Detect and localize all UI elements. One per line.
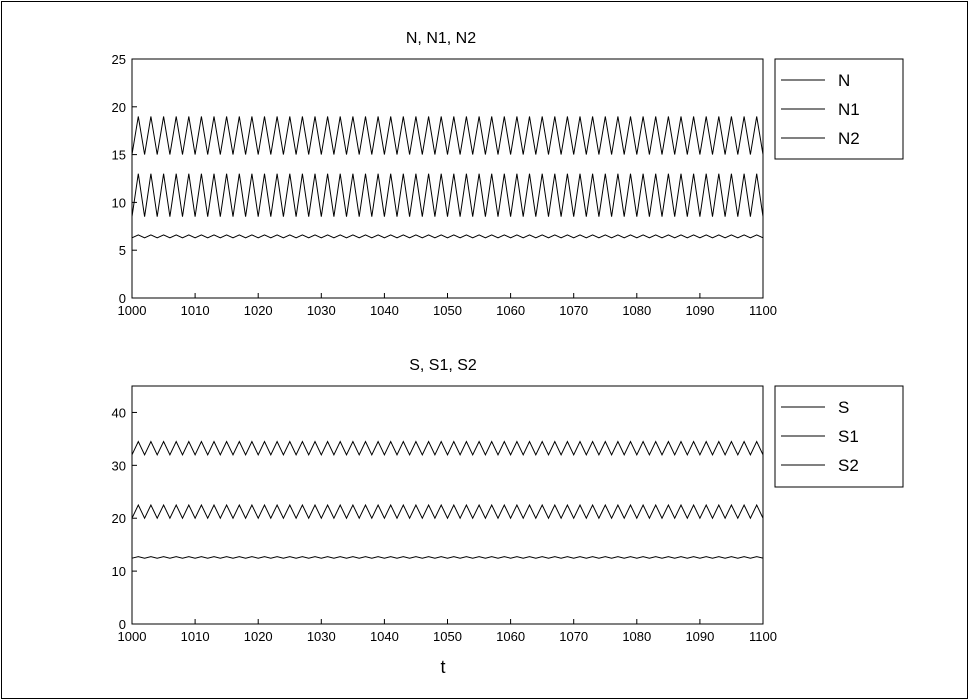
top-legend-box <box>774 58 904 160</box>
bottom-x-tick-label: 1080 <box>622 629 651 644</box>
bottom-y-tick-label: 40 <box>112 405 126 420</box>
bottom-x-tick-label: 1090 <box>685 629 714 644</box>
top-series-n1 <box>131 116 764 155</box>
legend-label-s1: S1 <box>838 427 859 446</box>
bottom-y-tick-label: 30 <box>112 458 126 473</box>
top-plot-panel: N, N1, N2 0 5 10 15 20 25 1000 1010 1020 1030 104… <box>112 30 904 318</box>
top-plot-axes-box <box>131 58 764 299</box>
bottom-y-tick-label: 10 <box>112 564 126 579</box>
bottom-x-tick-label: 1030 <box>307 629 336 644</box>
bottom-legend-box <box>774 385 904 488</box>
bottom-series-s2 <box>131 556 764 559</box>
bottom-x-tick-label: 1010 <box>181 629 210 644</box>
bottom-x-ticks: 1000 1010 1020 1030 1040 1050 1060 1070 1080 1090… <box>118 619 777 644</box>
bottom-x-tick-label: 1020 <box>244 629 273 644</box>
bottom-series-lines <box>131 440 764 559</box>
top-x-tick-label: 1000 <box>118 303 147 318</box>
bottom-y-tick-label: 0 <box>119 617 126 632</box>
bottom-x-tick-label: 1000 <box>118 629 147 644</box>
legend-label-n2: N2 <box>838 129 860 148</box>
top-x-tick-label: 1040 <box>370 303 399 318</box>
top-y-ticks: 0 5 10 15 20 25 <box>112 52 137 306</box>
top-series-n2 <box>131 173 764 217</box>
top-x-tick-label: 1030 <box>307 303 336 318</box>
legend-label-n: N <box>838 71 850 90</box>
top-x-tick-label: 1050 <box>433 303 462 318</box>
top-chart-title: N, N1, N2 <box>406 30 476 47</box>
legend-label-s2: S2 <box>838 456 859 475</box>
legend-label-s: S <box>838 398 849 417</box>
top-y-tick-label: 5 <box>119 243 126 258</box>
bottom-series-s <box>131 440 764 456</box>
top-x-tick-label: 1010 <box>181 303 210 318</box>
top-y-tick-label: 15 <box>112 148 126 163</box>
bottom-x-tick-label: 1040 <box>370 629 399 644</box>
top-series-lines <box>131 116 764 239</box>
top-x-tick-label: 1020 <box>244 303 273 318</box>
bottom-y-tick-label: 20 <box>112 511 126 526</box>
top-y-tick-label: 10 <box>112 195 126 210</box>
bottom-x-tick-label: 1060 <box>496 629 525 644</box>
top-x-ticks: 1000 1010 1020 1030 1040 1050 1060 1070 1080 1090… <box>118 293 777 318</box>
top-y-tick-label: 0 <box>119 291 126 306</box>
bottom-legend: S S1 S2 <box>774 385 904 488</box>
top-y-tick-label: 20 <box>112 100 126 115</box>
bottom-x-tick-label: 1100 <box>749 629 777 644</box>
legend-label-n1: N1 <box>838 100 860 119</box>
bottom-x-tick-label: 1070 <box>559 629 588 644</box>
bottom-series-s1 <box>131 503 764 520</box>
bottom-x-axis-label: t <box>440 657 445 677</box>
top-x-tick-label: 1070 <box>559 303 588 318</box>
bottom-x-tick-label: 1050 <box>433 629 462 644</box>
top-x-tick-label: 1080 <box>622 303 651 318</box>
bottom-chart-title: S, S1, S2 <box>409 357 477 374</box>
top-series-n <box>131 234 764 239</box>
top-x-tick-label: 1060 <box>496 303 525 318</box>
bottom-y-ticks: 0 10 20 30 40 <box>112 405 137 632</box>
top-x-tick-label: 1100 <box>749 303 777 318</box>
top-x-tick-label: 1090 <box>685 303 714 318</box>
top-legend: N N1 N2 <box>774 58 904 160</box>
top-y-tick-label: 25 <box>112 52 126 67</box>
